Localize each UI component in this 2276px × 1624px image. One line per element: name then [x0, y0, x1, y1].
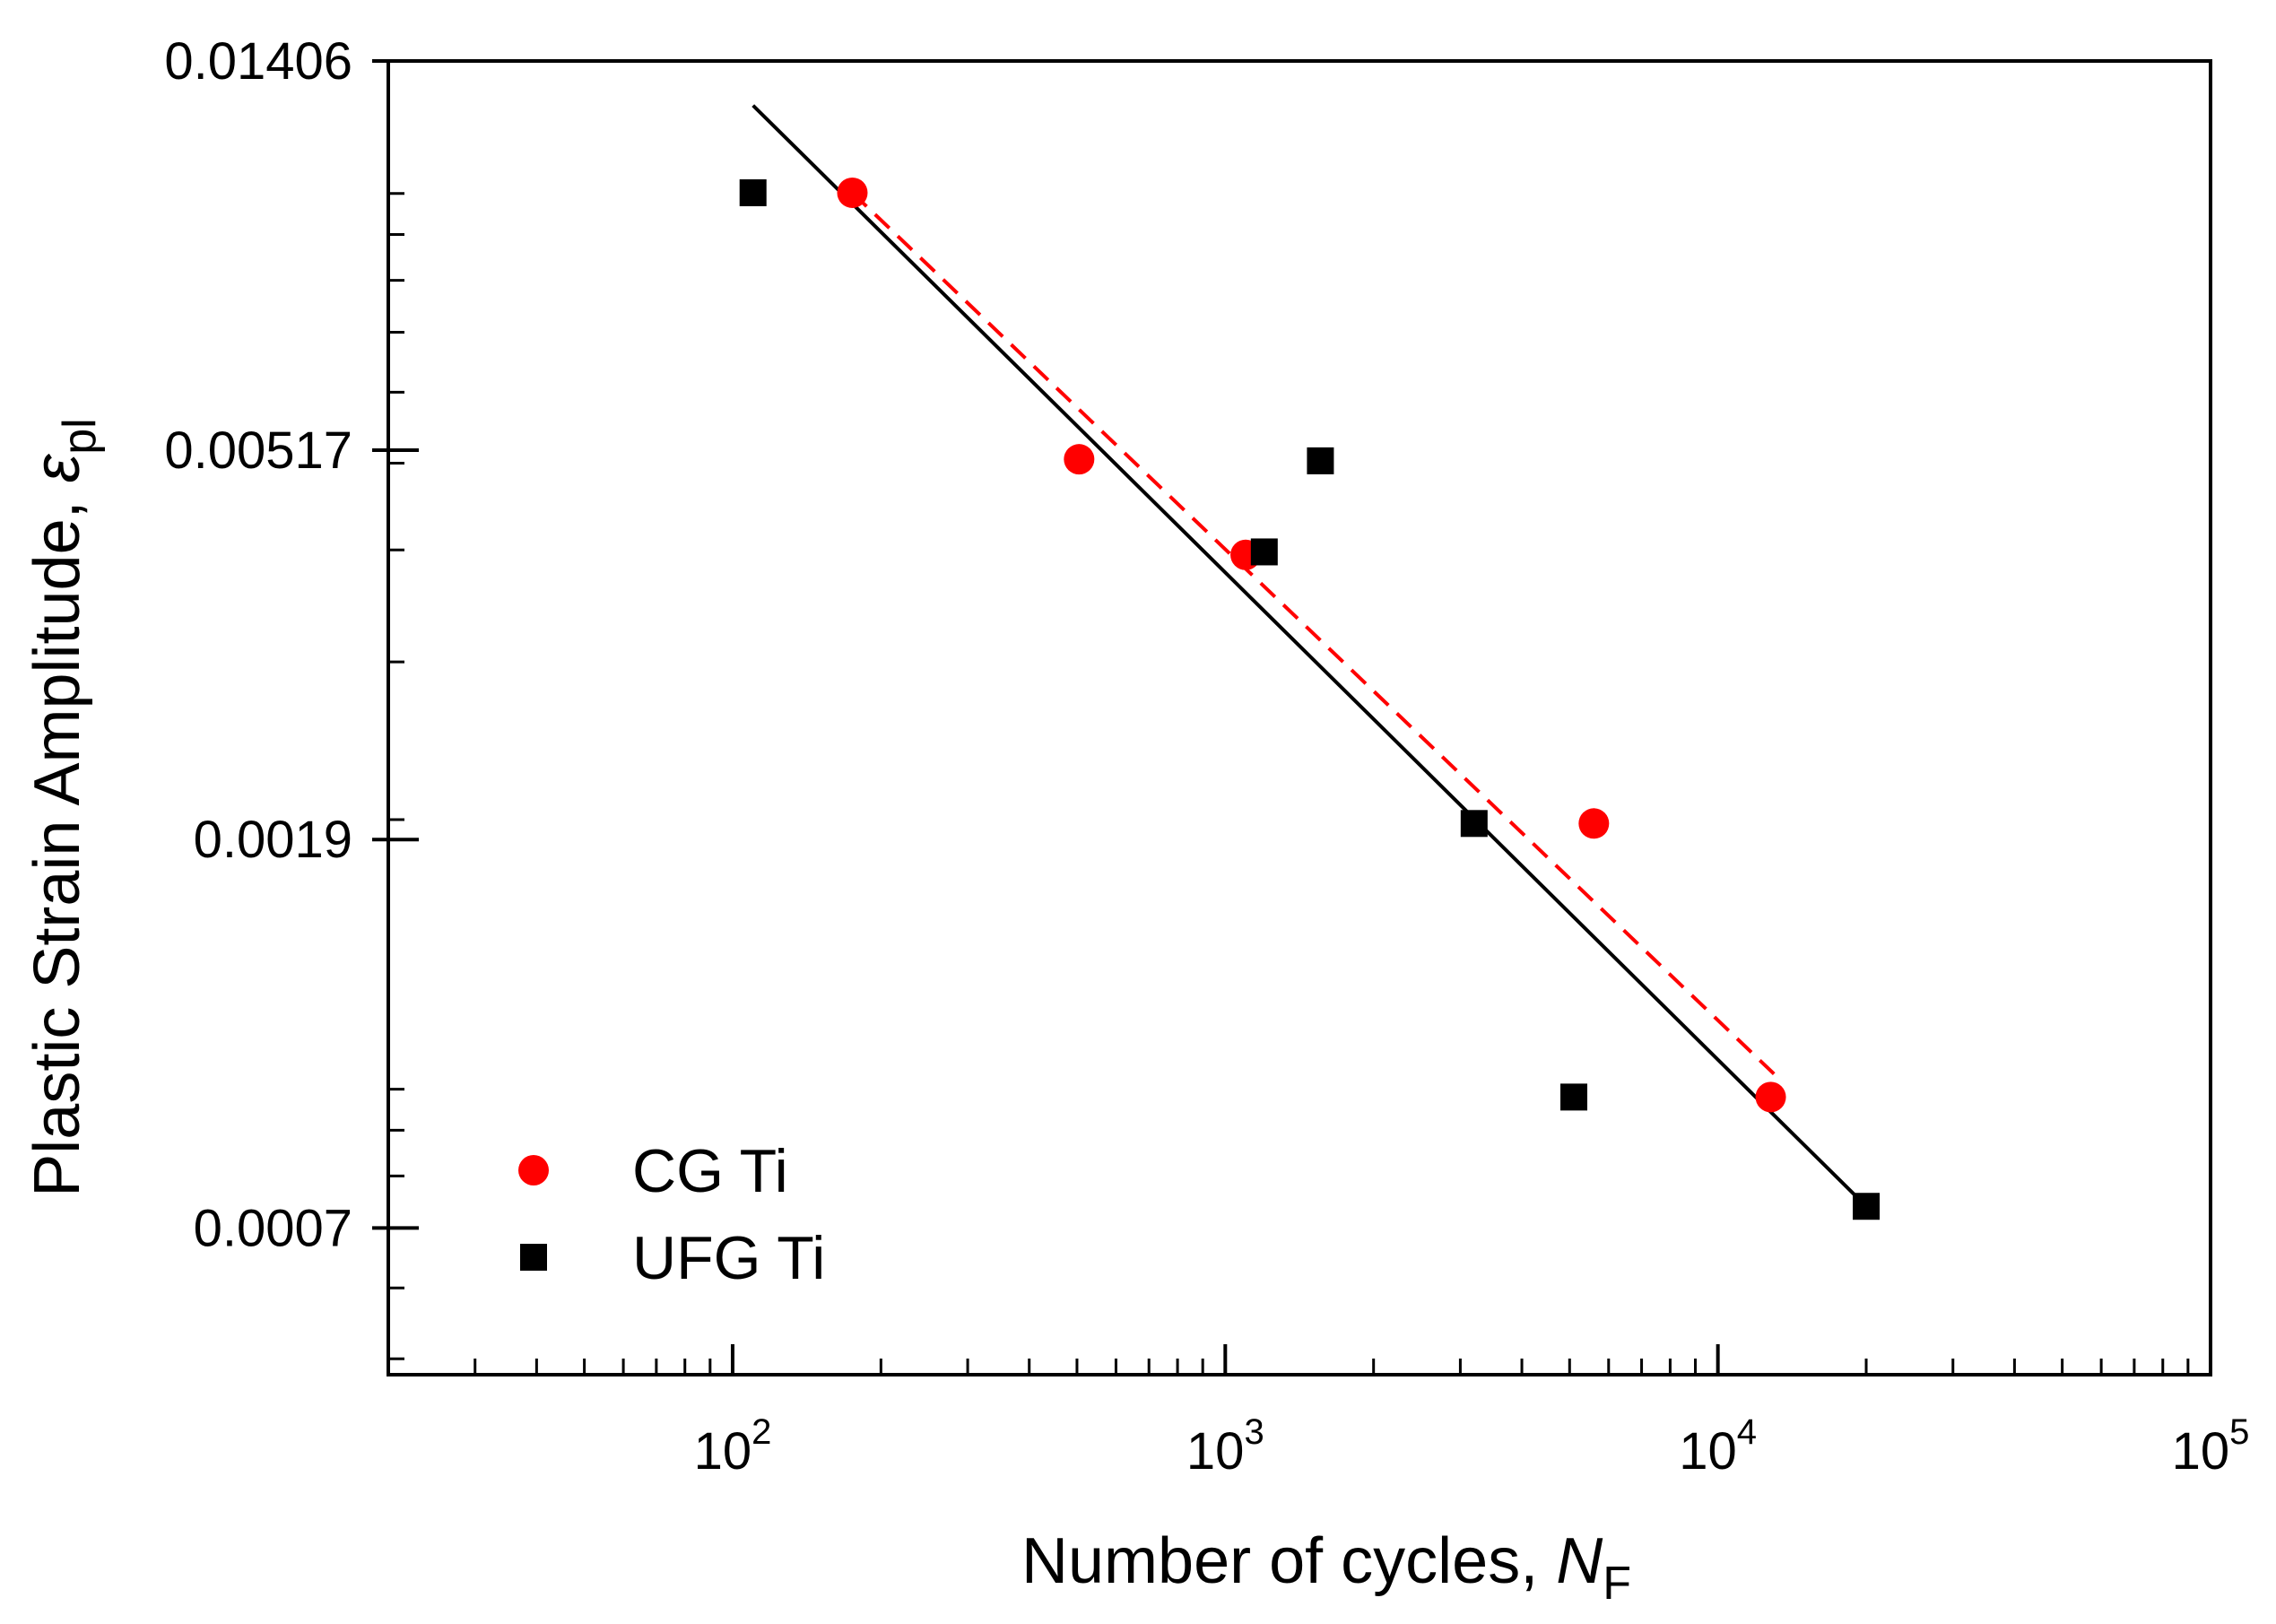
ufg-ti-point	[1560, 1083, 1588, 1111]
y-axis-title: Plastic Strain Amplitude, εpl	[22, 418, 106, 1196]
x-axis-title-symbol: N	[1556, 1525, 1603, 1597]
y-axis-title-text: Plastic Strain Amplitude,	[22, 482, 93, 1196]
legend-label: UFG Ti	[632, 1224, 825, 1292]
ufg-fit-line	[751, 104, 1868, 1208]
x-tick-label: 102	[694, 1412, 772, 1481]
ufg-ti-point	[1853, 1193, 1881, 1220]
legend: CG Ti UFG Ti	[518, 1137, 825, 1292]
y-tick-label: 0.00517	[164, 421, 352, 480]
x-axis-title-text: Number of cycles,	[1021, 1525, 1556, 1597]
x-tick-label: 104	[1679, 1412, 1757, 1481]
ufg-ti-point	[1250, 538, 1278, 566]
legend-label: CG Ti	[632, 1137, 788, 1205]
y-tick-label: 0.01406	[164, 32, 352, 91]
x-axis-title: Number of cycles, NF	[1021, 1525, 1631, 1610]
y-tick-label: 0.0007	[194, 1199, 352, 1257]
y-tick-label: 0.0019	[194, 811, 352, 869]
x-axis-title-subscript: F	[1603, 1558, 1631, 1610]
plot-frame	[387, 59, 2212, 1376]
x-tick-label: 105	[2172, 1412, 2250, 1481]
data-points	[739, 177, 1881, 1220]
cg-ti-point	[1064, 444, 1095, 475]
y-axis-title-symbol: ε	[22, 453, 93, 482]
cg-ti-point	[837, 177, 868, 208]
legend-marker-ufg-ti	[520, 1244, 547, 1271]
cg-ti-point	[1755, 1081, 1786, 1113]
fit-lines	[751, 104, 1868, 1208]
y-axis-title-subscript: pl	[54, 418, 106, 454]
minor-ticks	[387, 192, 2190, 1375]
ufg-ti-point	[739, 178, 767, 206]
ufg-ti-point	[1307, 447, 1334, 474]
legend-marker-cg-ti	[518, 1155, 549, 1185]
ufg-ti-point	[1460, 810, 1488, 838]
tick-labels: 102 103 104 105 0.01406 0.00517 0.0019 0.0007	[164, 32, 2249, 1481]
cg-ti-point	[1578, 808, 1610, 839]
x-tick-label: 103	[1186, 1412, 1264, 1481]
cg-fit-line	[851, 191, 1776, 1076]
